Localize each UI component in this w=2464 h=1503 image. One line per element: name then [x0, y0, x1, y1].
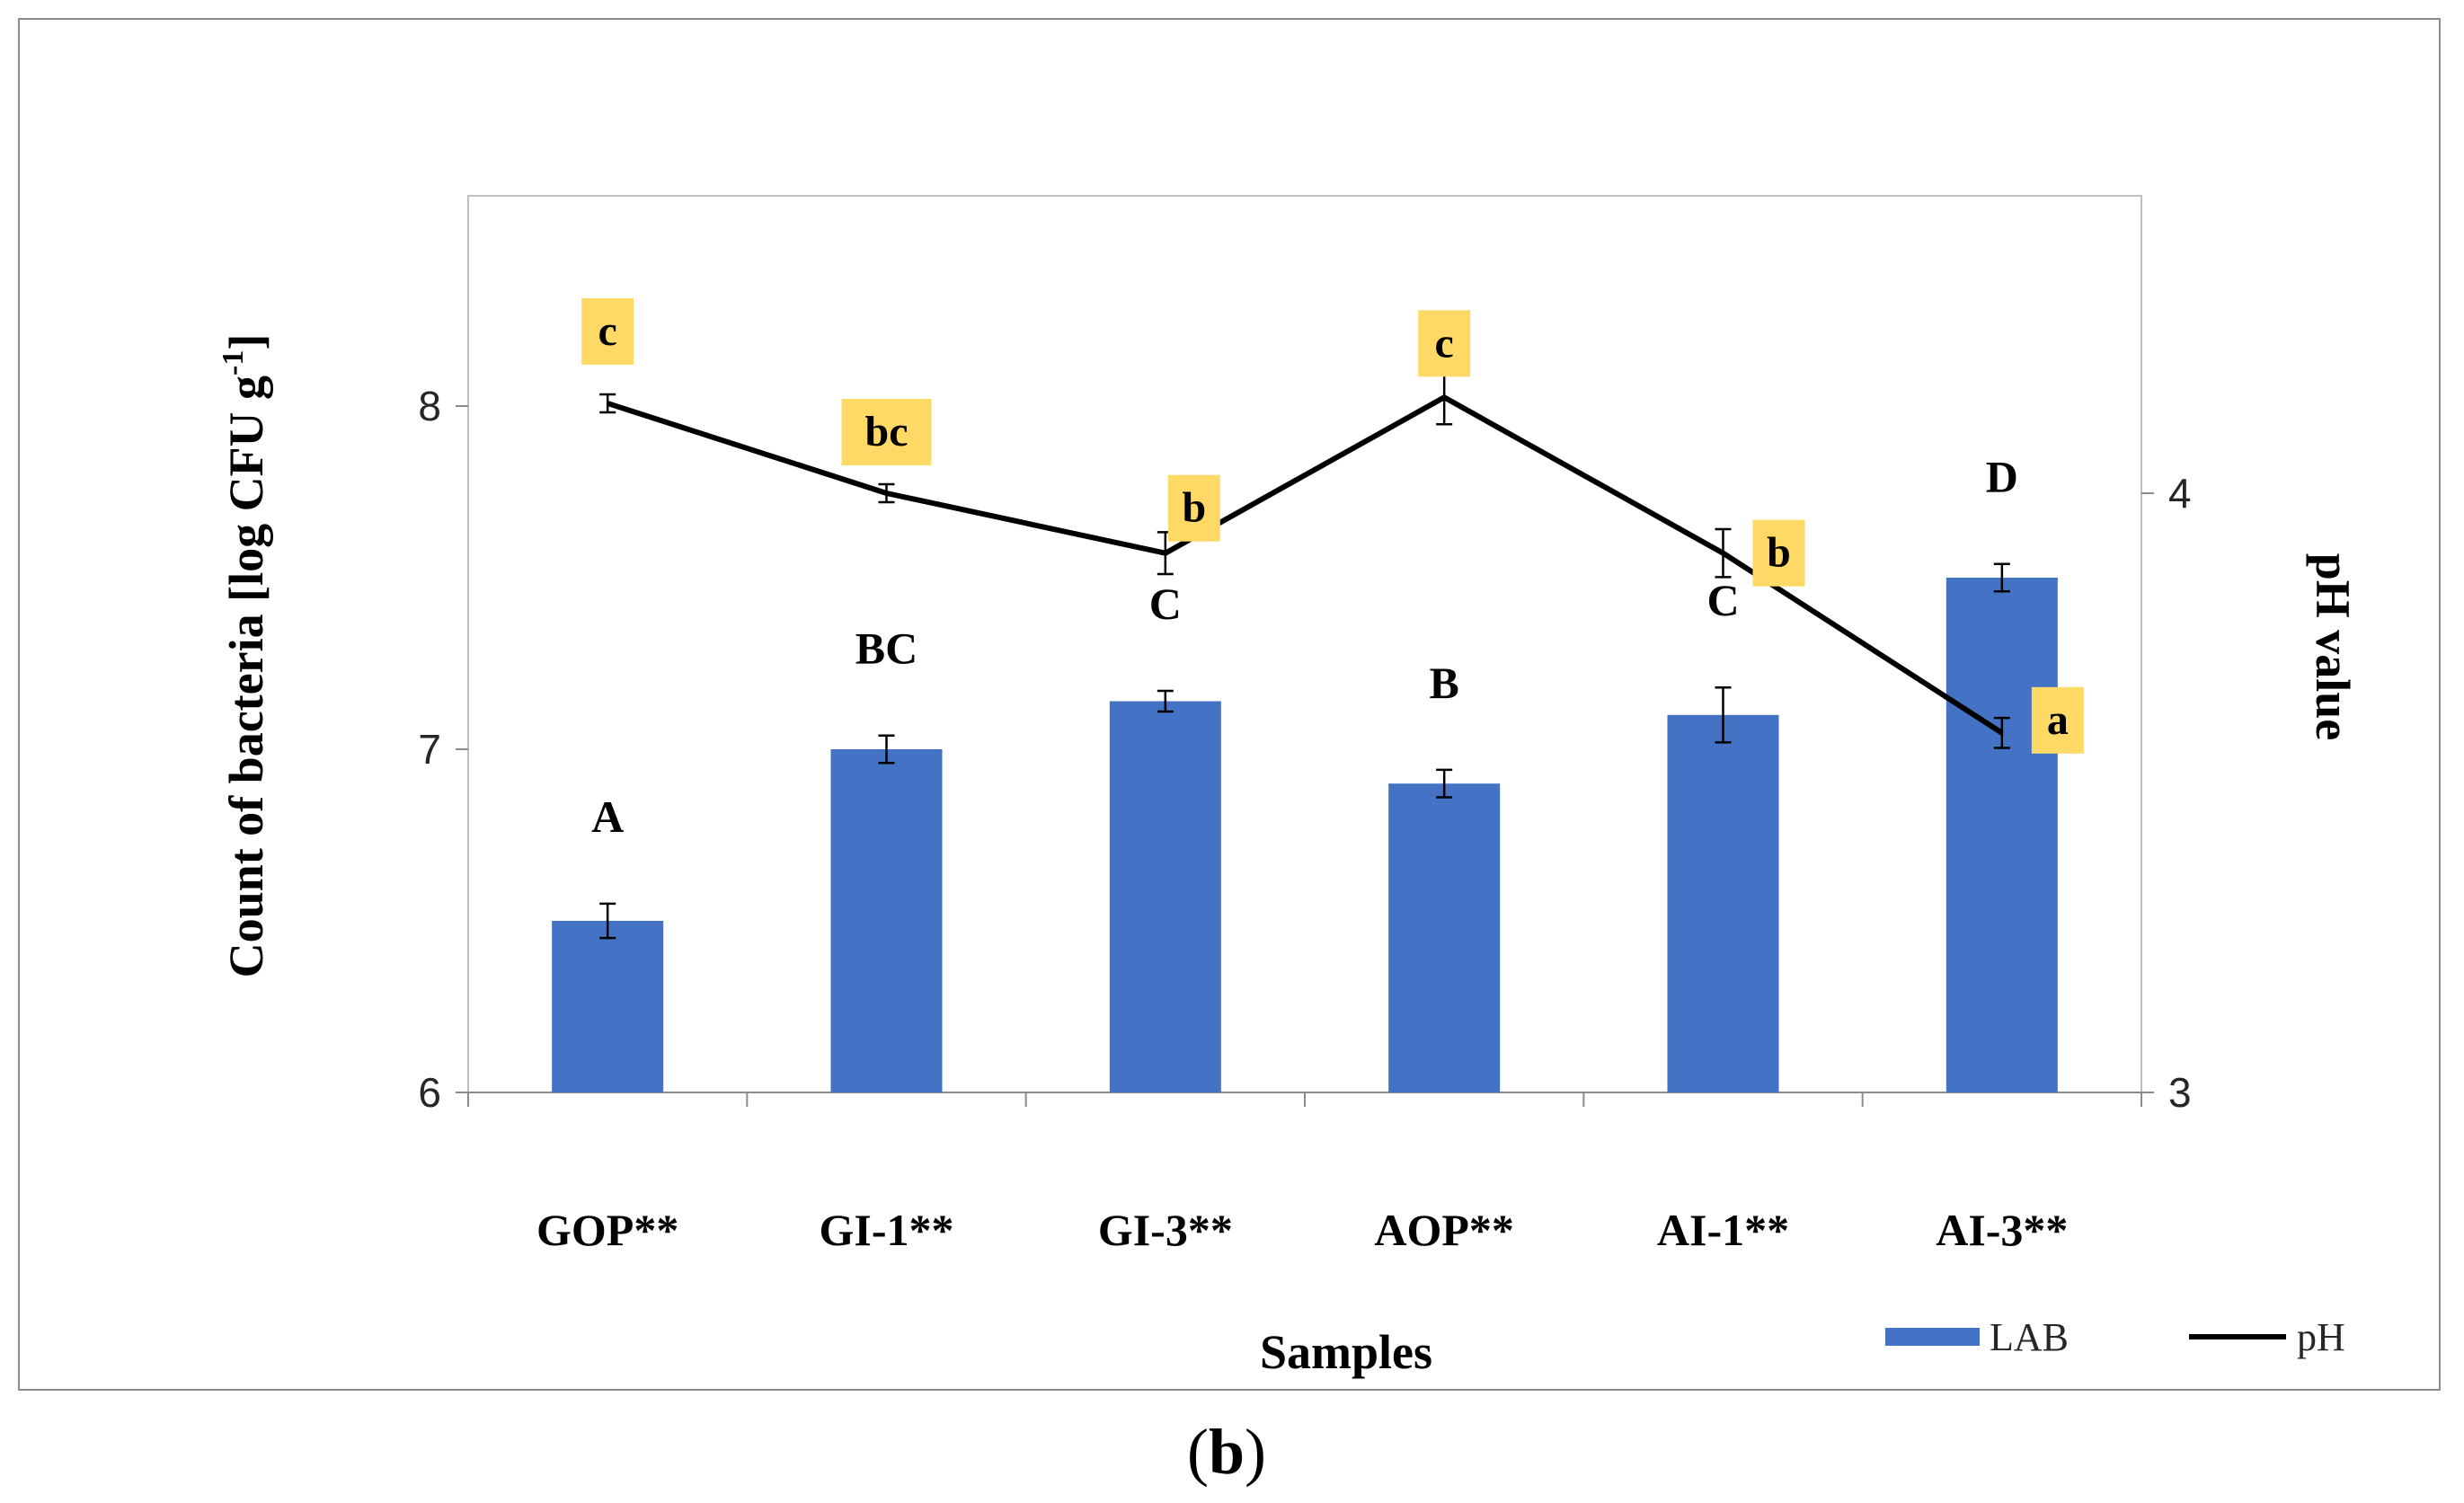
ph-letter: b: [1182, 484, 1206, 532]
bar-aop: [1388, 783, 1501, 1092]
bar-letter: A: [591, 791, 624, 842]
y2-tick-label-4: 4: [2168, 470, 2192, 517]
legend-lab-label: LAB: [1990, 1315, 2069, 1359]
bar-error-bar: [1436, 768, 1453, 799]
ph-letter: c: [598, 307, 617, 355]
ph-letter: a: [2047, 696, 2069, 744]
bar-letter: C: [1149, 579, 1182, 629]
bar-error-bar: [1715, 685, 1732, 744]
legend-lab-swatch: [1885, 1328, 1980, 1346]
y2-tick-label-3: 3: [2168, 1069, 2192, 1116]
bar-ai-3: [1945, 578, 2058, 1092]
category-label-gi-1: GI-1**: [820, 1205, 954, 1255]
bar-error-bar: [1993, 562, 2010, 593]
y-axis-title: Count of bacteria [log CFU g-1]: [217, 334, 273, 978]
category-label-ai-1: AI-1**: [1657, 1205, 1789, 1255]
category-label-gop: GOP**: [536, 1205, 678, 1255]
bar-letter: C: [1706, 575, 1739, 625]
ph-letter-box: [1167, 474, 1220, 542]
bar-gi-3: [1109, 701, 1221, 1092]
bar-error-bar: [1157, 689, 1174, 713]
legend-ph-label: pH: [2297, 1315, 2345, 1359]
ph-letter: c: [1435, 319, 1454, 367]
ph-error-bar: [599, 393, 616, 414]
ph-error-bar: [878, 482, 895, 504]
category-label-ai-3: AI-3**: [1936, 1205, 2068, 1255]
x-axis-ticks: [467, 1092, 2142, 1107]
ph-error-bar: [1993, 716, 2010, 749]
ph-error-bar: [1715, 527, 1732, 579]
ph-letter-box: [581, 297, 634, 365]
category-label-aop: AOP**: [1374, 1205, 1514, 1255]
category-label-gi-3: GI-3**: [1098, 1205, 1233, 1255]
bar-letter: BC: [855, 623, 917, 674]
ph-error-bar: [1436, 369, 1453, 426]
ph-letter-box: [841, 399, 932, 465]
y2-axis-title: pH value: [2306, 553, 2360, 741]
bar-letter: B: [1429, 658, 1458, 708]
y-tick-label-8: 8: [418, 383, 441, 429]
bar-error-bar: [878, 734, 895, 765]
bar-gi-1: [830, 749, 943, 1092]
y-tick-label-7: 7: [418, 726, 441, 773]
bar-error-bar: [599, 902, 616, 940]
ph-letter-box: [2031, 686, 2084, 754]
category-labels: GOP** GI-1** GI-3** AOP** AI-1** AI-3**: [536, 1205, 2068, 1255]
plot-area: [467, 195, 2142, 1093]
ph-letter: bc: [865, 408, 908, 455]
bar-gop: [552, 921, 664, 1092]
ph-letter-box: [1752, 519, 1805, 587]
y-axis-ticks: 6 7 8: [418, 383, 468, 1116]
ph-letter: b: [1767, 529, 1791, 577]
panel-label: (b): [1187, 1416, 1266, 1488]
bar-ai-1: [1667, 714, 1779, 1092]
x-axis-title: Samples: [1260, 1325, 1432, 1379]
y-tick-label-6: 6: [418, 1069, 441, 1116]
bar-letter: D: [1986, 452, 2018, 502]
y2-axis-ticks: 34: [2141, 470, 2192, 1116]
ph-letter-box: [1418, 310, 1471, 377]
